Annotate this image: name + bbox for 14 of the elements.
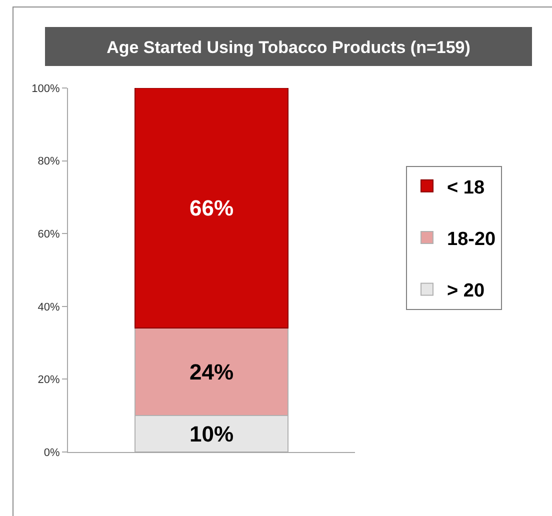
data-label: 10% (189, 421, 234, 446)
y-tick-label: 20% (38, 374, 60, 386)
chart-title: Age Started Using Tobacco Products (n=159) (106, 38, 470, 57)
legend-label: 18-20 (447, 228, 496, 250)
y-tick-label: 40% (38, 301, 60, 314)
y-tick-label: 80% (38, 156, 60, 168)
y-tick-label: 0% (44, 446, 60, 459)
y-tick-label: 100% (32, 82, 60, 95)
legend-label: < 18 (447, 177, 485, 198)
y-tick-label: 60% (38, 228, 60, 240)
data-label: 66% (189, 196, 234, 221)
data-label: 24% (189, 359, 234, 384)
bar (134, 88, 288, 329)
legend-label: > 20 (447, 280, 485, 302)
